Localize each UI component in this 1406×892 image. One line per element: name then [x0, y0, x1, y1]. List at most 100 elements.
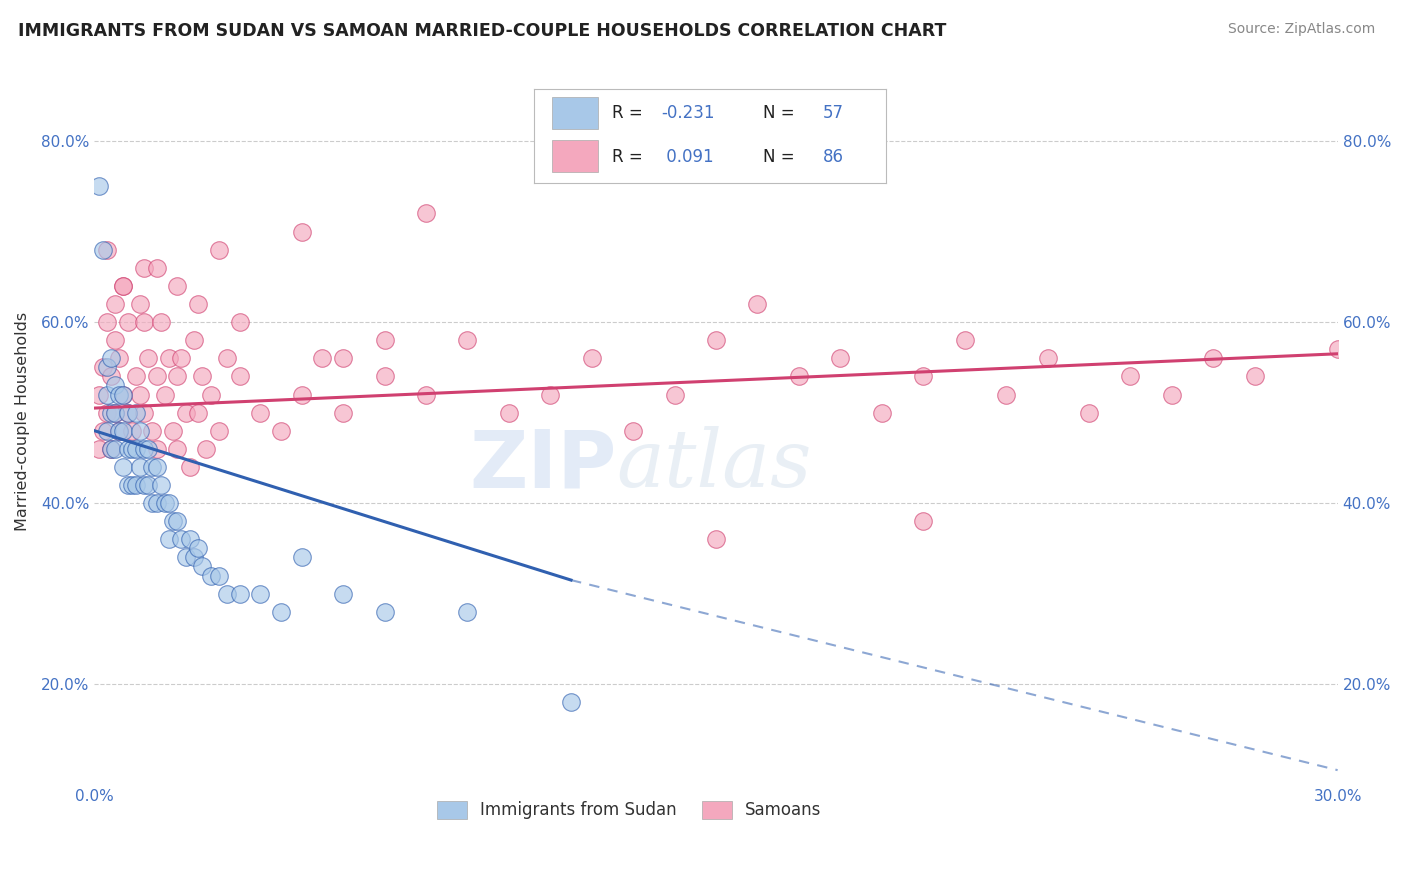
Point: [141, 459, 163, 474]
Point: [104, 406, 127, 420]
Point: [96, 424, 118, 438]
Point: [157, 351, 180, 366]
Point: [108, 424, 131, 438]
Point: [1202, 351, 1225, 366]
Point: [166, 514, 188, 528]
Point: [912, 369, 935, 384]
Point: [560, 695, 582, 709]
Point: [141, 496, 163, 510]
Text: ZIP: ZIP: [470, 426, 617, 504]
Point: [117, 442, 139, 456]
Point: [170, 351, 193, 366]
Point: [787, 369, 810, 384]
Text: 86: 86: [823, 148, 844, 166]
Point: [100, 442, 122, 456]
Point: [332, 406, 354, 420]
Point: [374, 369, 396, 384]
Point: [138, 351, 160, 366]
Y-axis label: Married-couple Households: Married-couple Households: [15, 312, 30, 532]
Point: [157, 533, 180, 547]
Point: [108, 387, 131, 401]
Point: [96, 243, 118, 257]
Point: [830, 351, 852, 366]
Point: [217, 351, 239, 366]
Point: [704, 533, 727, 547]
Text: 0.091: 0.091: [661, 148, 713, 166]
Point: [200, 387, 222, 401]
Point: [166, 279, 188, 293]
Point: [953, 333, 976, 347]
Point: [183, 333, 205, 347]
Point: [134, 260, 156, 275]
Text: R =: R =: [612, 148, 648, 166]
Point: [96, 387, 118, 401]
Point: [96, 315, 118, 329]
Point: [1160, 387, 1182, 401]
Point: [145, 496, 167, 510]
Point: [104, 442, 127, 456]
Point: [112, 424, 135, 438]
Point: [100, 369, 122, 384]
Point: [87, 179, 110, 194]
Point: [112, 387, 135, 401]
Point: [456, 605, 478, 619]
Point: [1078, 406, 1101, 420]
Point: [129, 297, 152, 311]
Point: [187, 406, 209, 420]
Point: [415, 206, 437, 220]
Point: [664, 387, 686, 401]
Point: [191, 559, 214, 574]
Point: [117, 478, 139, 492]
Point: [270, 424, 292, 438]
Point: [96, 360, 118, 375]
Point: [187, 541, 209, 556]
Point: [134, 442, 156, 456]
Point: [108, 351, 131, 366]
Point: [145, 260, 167, 275]
Point: [704, 333, 727, 347]
Point: [747, 297, 769, 311]
Point: [332, 587, 354, 601]
Point: [134, 406, 156, 420]
Point: [249, 587, 271, 601]
Point: [129, 459, 152, 474]
Point: [187, 297, 209, 311]
Point: [581, 351, 603, 366]
Point: [125, 442, 148, 456]
Point: [1326, 343, 1348, 357]
Point: [117, 406, 139, 420]
Point: [332, 351, 354, 366]
Legend: Immigrants from Sudan, Samoans: Immigrants from Sudan, Samoans: [430, 794, 828, 826]
Point: [134, 315, 156, 329]
FancyBboxPatch shape: [551, 96, 598, 128]
Text: atlas: atlas: [617, 426, 813, 504]
Point: [153, 387, 176, 401]
Point: [104, 333, 127, 347]
Point: [125, 478, 148, 492]
Point: [141, 424, 163, 438]
Point: [249, 406, 271, 420]
Point: [87, 442, 110, 456]
Point: [145, 459, 167, 474]
Point: [91, 360, 114, 375]
Point: [228, 587, 250, 601]
Point: [191, 369, 214, 384]
Text: N =: N =: [762, 148, 800, 166]
Point: [174, 406, 197, 420]
Point: [112, 387, 135, 401]
Point: [1243, 369, 1265, 384]
Point: [174, 550, 197, 565]
Text: -0.231: -0.231: [661, 103, 714, 121]
Point: [125, 406, 148, 420]
Point: [138, 478, 160, 492]
Point: [870, 406, 893, 420]
Point: [117, 315, 139, 329]
Point: [291, 225, 314, 239]
Point: [117, 406, 139, 420]
Point: [145, 369, 167, 384]
Point: [208, 568, 231, 582]
Point: [121, 478, 143, 492]
Point: [291, 550, 314, 565]
Point: [125, 369, 148, 384]
Point: [291, 387, 314, 401]
